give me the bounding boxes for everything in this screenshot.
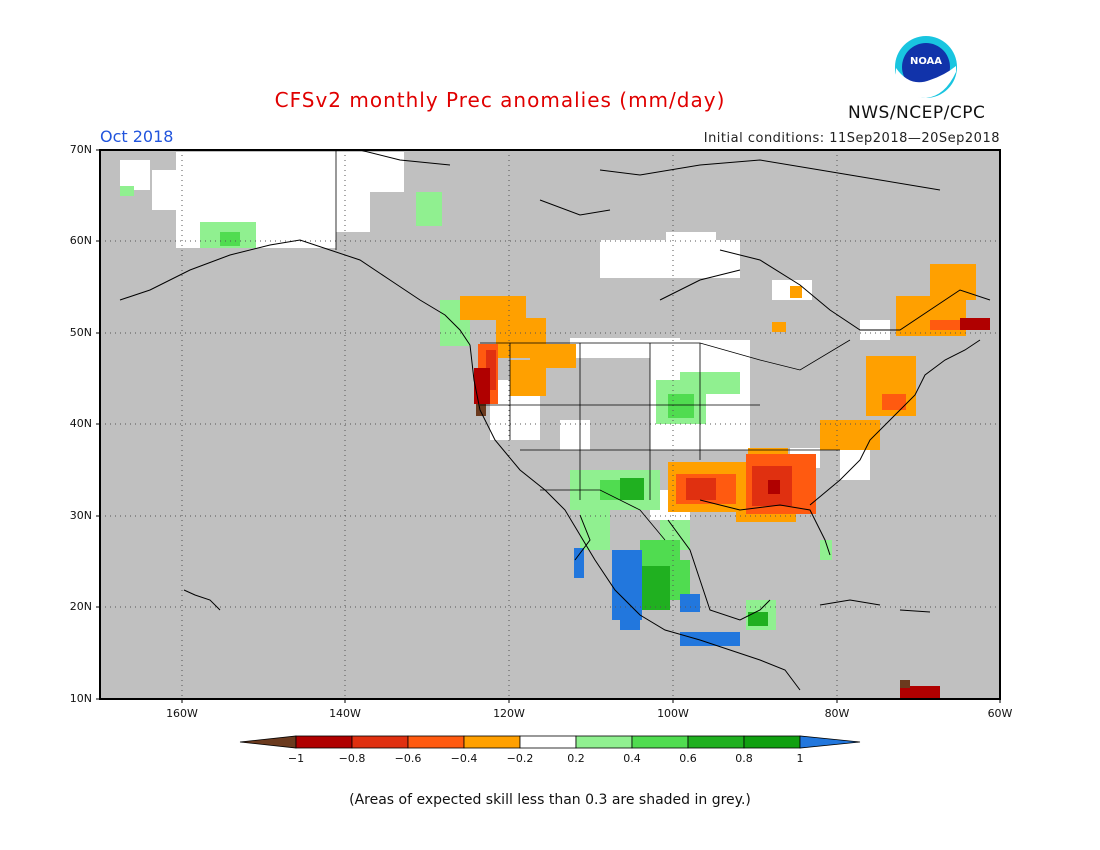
colorbar-label: 0.6 xyxy=(679,752,697,765)
colorbar-label: −0.2 xyxy=(506,752,534,765)
graticule xyxy=(100,150,1000,699)
colorbar-label: 0.2 xyxy=(567,752,585,765)
colorbar-swatch-neutral xyxy=(519,735,577,749)
colorbar-swatch-0.6 xyxy=(687,735,745,749)
anomaly-0.6-0.8 xyxy=(620,478,768,626)
colorbar-label: −1 xyxy=(287,752,305,765)
colorbar-label: −0.8 xyxy=(338,752,366,765)
skill-footnote: (Areas of expected skill less than 0.3 a… xyxy=(349,792,751,808)
colorbar-swatch-neg-0.6 xyxy=(407,735,465,749)
lat-label-70n: 70N xyxy=(69,143,92,156)
colorbar-label: 1 xyxy=(796,752,804,765)
lon-label-160w: 160W xyxy=(166,707,198,720)
colorbar-swatch-neg-0.8 xyxy=(351,735,409,749)
colorbar-swatch-neg-1 xyxy=(295,735,353,749)
anomaly-below-neg-1 xyxy=(476,404,910,688)
axis-ticks xyxy=(96,149,1001,703)
lat-label-20n: 20N xyxy=(69,600,92,613)
colorbar-swatch-neg-0.4 xyxy=(463,735,521,749)
lon-label-100w: 100W xyxy=(657,707,689,720)
colorbar-swatch-0.4 xyxy=(631,735,689,749)
lon-label-120w: 120W xyxy=(493,707,525,720)
lon-label-80w: 80W xyxy=(824,707,850,720)
anomaly-neg-0.4-neg-0.2 xyxy=(460,264,976,522)
agency-label: NWS/NCEP/CPC xyxy=(848,103,986,123)
colorbar-label: 0.8 xyxy=(735,752,753,765)
lon-label-140w: 140W xyxy=(329,707,361,720)
lat-label-60n: 60N xyxy=(69,234,92,247)
coastlines xyxy=(119,149,991,691)
lat-label-50n: 50N xyxy=(69,326,92,339)
forecast-month: Oct 2018 xyxy=(100,127,174,146)
colorbar-swatch-above-1 xyxy=(799,735,861,749)
anomaly-neg-1-neg-0.8 xyxy=(474,318,990,698)
lon-label-60w: 60W xyxy=(987,707,1013,720)
colorbar-label: 0.4 xyxy=(623,752,641,765)
colorbar-swatch-0.2 xyxy=(575,735,633,749)
colorbar xyxy=(239,735,861,749)
initial-conditions: Initial conditions: 11Sep2018—20Sep2018 xyxy=(703,131,1000,146)
colorbar-swatch-0.8 xyxy=(743,735,801,749)
colorbar-swatch-below-neg-1 xyxy=(239,735,297,749)
colorbar-label: −0.6 xyxy=(394,752,422,765)
lat-label-10n: 10N xyxy=(69,692,92,705)
colorbar-label: −0.4 xyxy=(450,752,478,765)
political-borders xyxy=(335,150,851,541)
map-title: CFSv2 monthly Prec anomalies (mm/day) xyxy=(274,88,726,112)
lat-label-30n: 30N xyxy=(69,509,92,522)
lat-label-40n: 40N xyxy=(69,417,92,430)
